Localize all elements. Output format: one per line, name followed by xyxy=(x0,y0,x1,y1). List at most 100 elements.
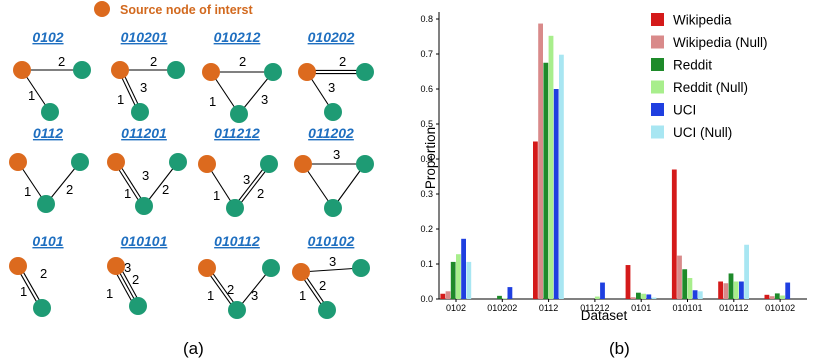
motif-code-label: 010212 xyxy=(214,29,261,45)
x-tick-label: 010102 xyxy=(765,303,795,313)
edge-order-label: 1 xyxy=(213,188,220,203)
y-tick-label: 0.1 xyxy=(420,259,433,269)
neighbor-node xyxy=(356,63,374,81)
bar-uci-010112 xyxy=(739,281,744,299)
bar-reddit-null--010102 xyxy=(780,295,785,299)
x-tick-label: 0102 xyxy=(446,303,466,313)
motif-panel: Source node of interst 01022101020123101… xyxy=(9,1,374,358)
motif-edge xyxy=(300,267,362,273)
y-tick-label: 0.8 xyxy=(420,14,433,24)
legend-swatch xyxy=(651,35,664,49)
x-tick-label: 010202 xyxy=(487,303,517,313)
source-node-legend-label: Source node of interst xyxy=(120,3,253,17)
motif-011202: 011202 3 xyxy=(294,125,374,217)
neighbor-node xyxy=(324,199,342,217)
motif-edge xyxy=(332,163,366,209)
neighbor-node xyxy=(356,155,374,173)
motif-0112: 0112 1 2 xyxy=(9,125,89,213)
motif-edge xyxy=(233,162,269,208)
bar-reddit-null--010202 xyxy=(502,298,508,299)
bar-uci-010102 xyxy=(785,282,791,299)
neighbor-node xyxy=(318,301,336,319)
neighbor-node xyxy=(324,103,342,121)
bar-wikipedia-null--010101 xyxy=(677,255,682,299)
neighbor-node xyxy=(71,153,89,171)
motif-edge xyxy=(236,267,272,311)
source-node xyxy=(202,63,220,81)
neighbor-node xyxy=(135,197,153,215)
bar-wikipedia-010112 xyxy=(718,281,723,299)
motif-010101: 010101 32 1 xyxy=(106,233,168,315)
edge-order-label: 1 xyxy=(20,284,27,299)
edge-order-label: 2 xyxy=(339,54,346,69)
neighbor-node xyxy=(260,155,278,173)
bar-reddit-010112 xyxy=(728,273,734,299)
motif-code-label: 010201 xyxy=(121,29,168,45)
motif-edge xyxy=(235,164,271,210)
bar-uci-null--010101 xyxy=(697,291,703,299)
bars xyxy=(440,23,791,300)
bar-reddit-010101 xyxy=(682,269,688,299)
y-tick-label: 0.5 xyxy=(420,119,433,129)
bar-wikipedia-null--0112 xyxy=(538,23,543,300)
x-tick-label: 011212 xyxy=(580,303,609,313)
motif-edge xyxy=(45,161,81,205)
edge-order-label: 3 xyxy=(243,172,250,187)
legend-label: Reddit xyxy=(673,58,712,73)
bar-wikipedia-0101 xyxy=(625,265,631,299)
bar-wikipedia-010102 xyxy=(764,294,770,299)
motif-code-label: 010202 xyxy=(308,29,355,45)
bar-wikipedia-null--0102 xyxy=(445,291,451,299)
motif-011212: 011212 1 32 xyxy=(198,125,278,217)
edge-order-label: 3 xyxy=(261,92,268,107)
edge-order-label: 2 xyxy=(257,186,264,201)
edge-order-label: 3 xyxy=(124,260,131,275)
motif-010102: 010102 321 xyxy=(292,233,370,319)
neighbor-node xyxy=(226,199,244,217)
bar-wikipedia-null--010102 xyxy=(769,296,775,299)
legend-label: UCI (Null) xyxy=(673,125,732,140)
edge-order-label: 1 xyxy=(117,92,124,107)
source-node xyxy=(9,257,27,275)
bar-reddit-010102 xyxy=(774,293,780,299)
edge-order-label: 2 xyxy=(227,282,234,297)
legend-label: UCI xyxy=(673,103,696,118)
edge-order-label: 2 xyxy=(162,182,169,197)
source-node xyxy=(198,155,216,173)
source-node xyxy=(292,263,310,281)
bar-wikipedia-0112 xyxy=(533,141,538,299)
motif-edge xyxy=(238,71,274,115)
edge-order-label: 1 xyxy=(106,286,113,301)
x-tick-label: 010112 xyxy=(719,303,748,313)
bar-uci-011212 xyxy=(600,282,605,299)
motif-code-label: 010112 xyxy=(214,233,260,249)
motif-011201: 011201 31 2 xyxy=(107,125,187,215)
bar-uci-0112 xyxy=(553,89,559,299)
source-node-legend-marker xyxy=(94,1,110,17)
motif-code-label: 011201 xyxy=(121,125,167,141)
neighbor-node xyxy=(264,63,282,81)
motif-0101: 0101 21 xyxy=(9,233,64,317)
x-tick-label: 0101 xyxy=(631,303,651,313)
bar-reddit-null--010112 xyxy=(733,281,739,299)
edge-order-label: 3 xyxy=(333,147,340,162)
neighbor-node xyxy=(33,299,51,317)
edge-order-label: 1 xyxy=(124,186,131,201)
edge-order-label: 3 xyxy=(140,80,147,95)
source-node xyxy=(198,259,216,277)
legend-swatch xyxy=(651,13,664,26)
edge-order-label: 1 xyxy=(299,288,306,303)
legend-label: Reddit (Null) xyxy=(673,80,748,95)
motif-code-label: 0112 xyxy=(33,125,63,141)
panel-b-caption: (b) xyxy=(609,339,630,358)
y-tick-label: 0.3 xyxy=(420,189,433,199)
motif-010201: 010201 23 1 xyxy=(111,29,185,121)
y-axis-title: Proportion xyxy=(423,127,438,189)
plot-frame xyxy=(438,12,807,300)
edge-order-label: 2 xyxy=(40,266,47,281)
motif-code-label: 0102 xyxy=(32,29,63,45)
edge-order-label: 2 xyxy=(239,54,246,69)
neighbor-node xyxy=(167,61,185,79)
bar-chart: 0.0 0.1 0.2 0.3 0.4 0.5 0.6 0.7 0.8 0102 010202 01… xyxy=(420,12,807,358)
